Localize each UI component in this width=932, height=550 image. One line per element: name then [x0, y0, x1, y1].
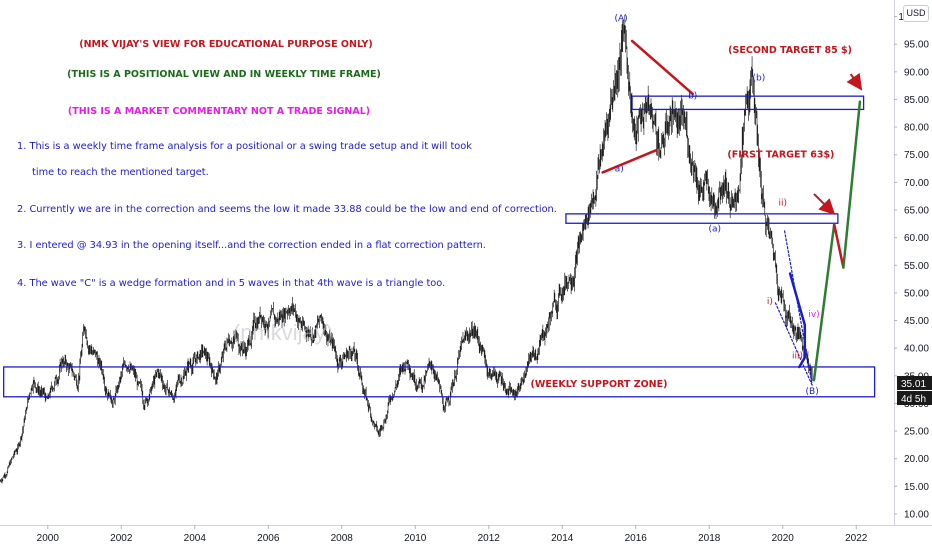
time-tick-label: 2004: [184, 533, 207, 544]
time-tick-label: 2016: [625, 533, 648, 544]
time-tick-label: 2022: [845, 533, 868, 544]
price-tick-label: 70.00: [904, 178, 929, 189]
time-tick-label: 2002: [110, 533, 133, 544]
wave-label-6: ii): [778, 199, 787, 209]
note-1-continued: time to reach the mentioned target.: [32, 167, 209, 178]
wave-label-8: iv): [808, 310, 819, 320]
middle-zone-box: [565, 213, 839, 224]
wave-label-12: (WEEKLY SUPPORT ZONE): [531, 379, 668, 390]
projection-to-second-target: [842, 100, 862, 269]
wave-label-10: (SECOND TARGET 85 $): [728, 45, 852, 56]
second-target-arrow: [846, 72, 863, 91]
wave-label-4: b): [688, 91, 697, 101]
header-commentary: (THIS IS A MARKET COMMENTARY NOT A TRADE…: [68, 106, 370, 117]
wedge-lower-dotted: [774, 302, 813, 386]
watermark: (nmkvijay): [233, 320, 333, 345]
target-arrows: [813, 72, 863, 216]
first-target-arrow: [813, 193, 836, 216]
wave-lines: [601, 39, 862, 386]
triangle-upper-line: [630, 39, 694, 96]
price-tag-box: [897, 376, 932, 390]
chart-labels: (A) (b) (a) (B) b) a) ii) i) iv) iii) (SECOND TARG…: [531, 14, 852, 397]
price-tick-label: 55.00: [904, 261, 929, 272]
price-tick-label: 80.00: [904, 123, 929, 134]
price-tag-value: 35.01: [901, 379, 926, 390]
projection-to-first-target: [812, 223, 836, 382]
wave-label-1: (b): [752, 74, 765, 84]
price-tick-label: 20.00: [904, 454, 929, 465]
wave-label-5: a): [615, 164, 624, 174]
price-tick-label: 15.00: [904, 482, 929, 493]
wave-label-3: (B): [806, 387, 819, 397]
upper-resistance-box: [631, 95, 865, 111]
time-tick-label: 2008: [331, 533, 354, 544]
wedge-upper-dotted: [783, 230, 813, 386]
time-tick-label: 2006: [257, 533, 280, 544]
zone-boxes: [3, 95, 876, 398]
countdown-value: 4d 5h: [901, 394, 926, 405]
note-3: 3. I entered @ 34.93 in the opening itse…: [17, 240, 486, 251]
note-1: 1. This is a weekly time frame analysis …: [17, 141, 472, 152]
wave-label-9: iii): [792, 352, 803, 362]
countdown-box: [897, 391, 932, 405]
header-positional: (THIS IS A POSITIONAL VIEW AND IN WEEKLY…: [67, 69, 381, 80]
currency-button[interactable]: USD: [903, 5, 929, 22]
time-tick-label: 2012: [478, 533, 501, 544]
time-tick-label: 2020: [772, 533, 795, 544]
price-tick-label: 75.00: [904, 150, 929, 161]
header-educational: (NMK VIJAY'S VIEW FOR EDUCATIONAL PURPOS…: [79, 39, 373, 50]
price-tick-label: 25.00: [904, 427, 929, 438]
price-tick-label: 95.00: [904, 40, 929, 51]
triangle-lower-line: [601, 149, 658, 174]
time-axis[interactable]: 2000 2002 2004 2006 2008 2010 2012 2014 2016 2018…: [0, 525, 932, 544]
projection-pullback: [832, 223, 845, 269]
price-tick-label: 45.00: [904, 316, 929, 327]
time-tick-label: 2000: [37, 533, 60, 544]
price-tick-label: 65.00: [904, 206, 929, 217]
time-tick-label: 2014: [551, 533, 574, 544]
time-tick-label: 2018: [698, 533, 721, 544]
price-tick-label: 90.00: [904, 67, 929, 78]
note-4: 4. The wave "C" is a wedge formation and…: [17, 278, 445, 289]
note-2: 2. Currently we are in the correction an…: [17, 204, 557, 215]
price-tick-label: 60.00: [904, 233, 929, 244]
price-tick-label: 50.00: [904, 288, 929, 299]
weekly-support-box: [3, 366, 876, 398]
wave-label-7: i): [767, 297, 773, 307]
time-tick-label: 2010: [404, 533, 427, 544]
price-tick-label: 85.00: [904, 95, 929, 106]
wave-label-2: (a): [708, 225, 721, 235]
wave-label-11: (FIRST TARGET 63$): [727, 150, 834, 161]
price-tick-label: 40.00: [904, 344, 929, 355]
price-tick-label: 10.00: [904, 509, 929, 520]
wave-label-0: (A): [614, 14, 627, 24]
price-axis[interactable]: 10.0015.0020.0025.0030.0035.0040.0045.00…: [894, 0, 929, 525]
